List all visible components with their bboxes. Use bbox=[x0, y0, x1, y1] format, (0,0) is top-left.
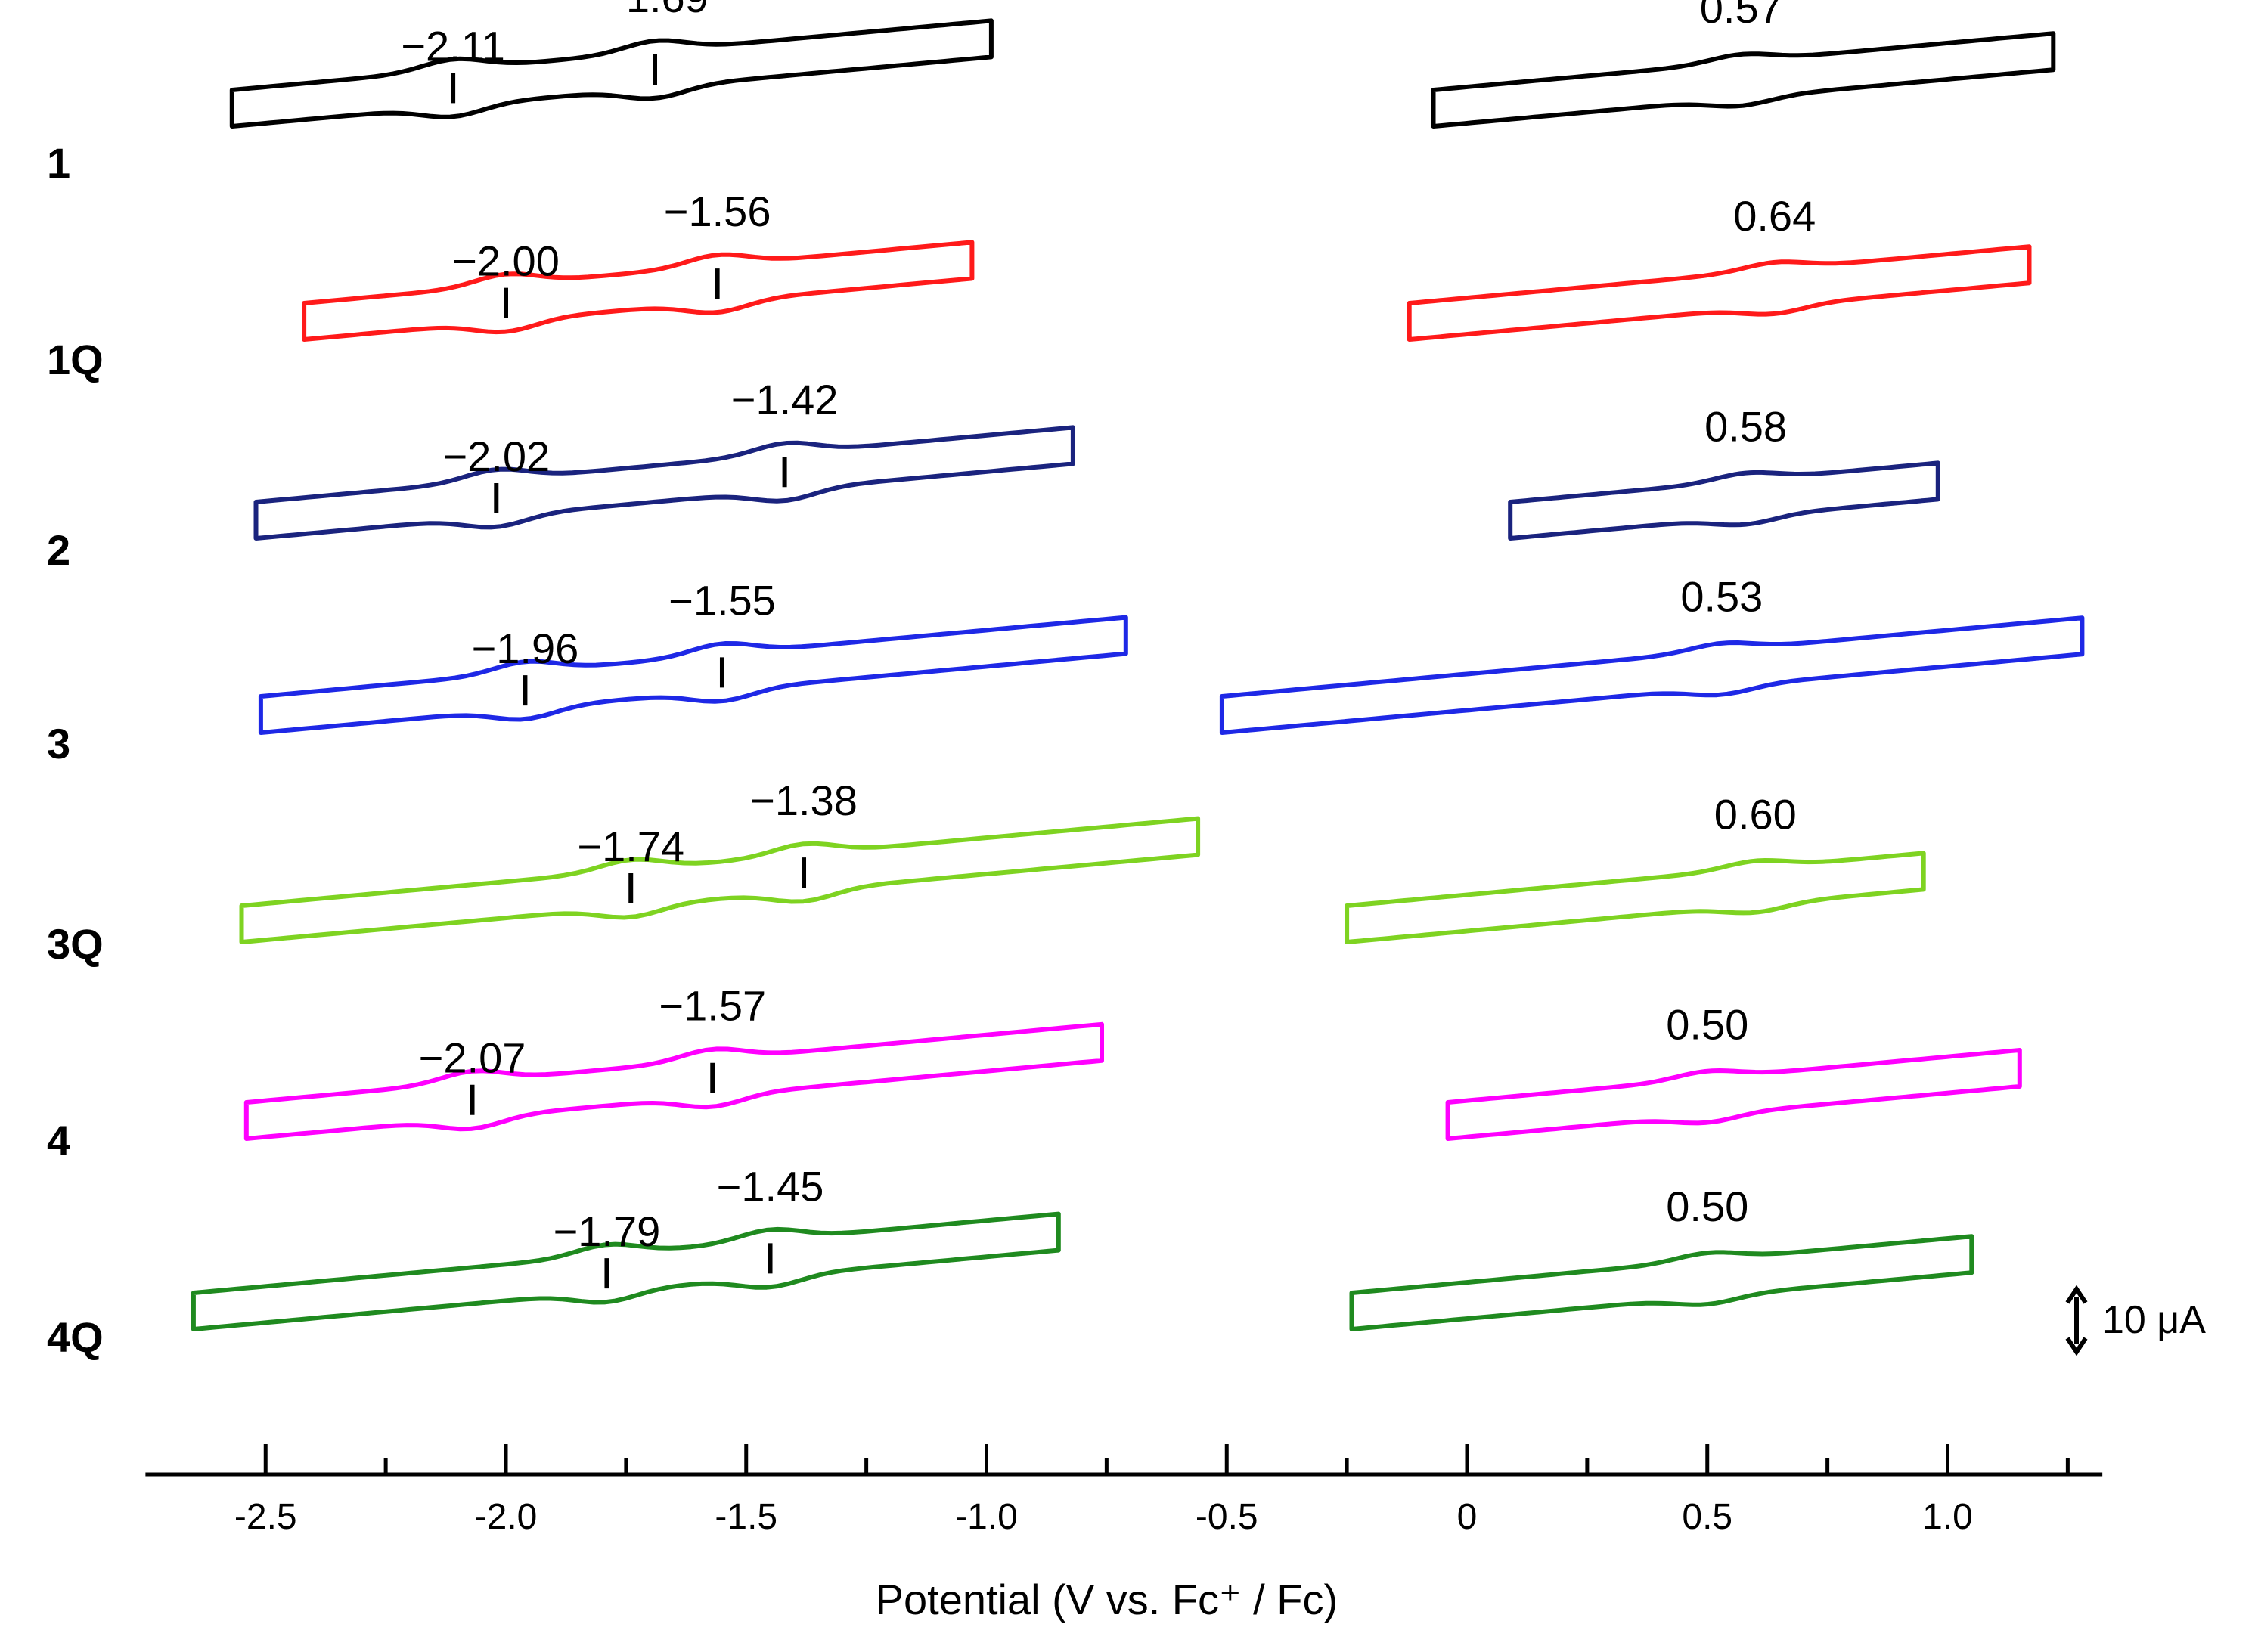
peak-label-4Q-red-2: −1.45 bbox=[717, 1162, 824, 1210]
cv-trace-2-red bbox=[253, 425, 1075, 541]
arrow-down-icon bbox=[2065, 1337, 2088, 1356]
peak-label-1Q-red-2: −1.56 bbox=[664, 188, 771, 235]
peak-label-4-red-1: −2.07 bbox=[419, 1034, 526, 1082]
x-axis: -2.5 -2.0 -1.5 -1.0 -0.5 0 0.5 1.0 bbox=[145, 1444, 2103, 1537]
arrow-up-icon bbox=[2065, 1285, 2088, 1304]
peak-label-1-red-2: −1.69 bbox=[601, 0, 709, 21]
x-tick-label: -1.5 bbox=[715, 1497, 777, 1537]
peak-label-1Q-ox-1: 0.64 bbox=[1733, 192, 1816, 240]
cv-trace-1Q-ox bbox=[1407, 244, 2032, 342]
x-axis-title: Potential (V vs. Fc⁺ / Fc) bbox=[876, 1576, 1338, 1623]
compound-label-2: 2 bbox=[47, 526, 70, 574]
cv-trace-1-ox bbox=[1431, 31, 2056, 129]
peak-label-2-ox-1: 0.58 bbox=[1704, 403, 1787, 451]
peak-label-2-red-1: −2.02 bbox=[442, 432, 550, 480]
compound-labels: 1 1Q 2 3 3Q 4 4Q bbox=[47, 139, 104, 1361]
peak-label-4-ox-1: 0.50 bbox=[1666, 1001, 1748, 1049]
peak-label-1Q-red-1: −2.00 bbox=[452, 237, 560, 285]
compound-label-4Q: 4Q bbox=[47, 1313, 104, 1361]
cv-trace-3Q-red bbox=[239, 816, 1201, 944]
compound-label-3: 3 bbox=[47, 720, 70, 767]
x-tick-label: -2.0 bbox=[475, 1497, 538, 1537]
peak-label-3-red-2: −1.55 bbox=[668, 576, 776, 624]
scale-bar: 10 μA bbox=[2065, 1285, 2206, 1356]
x-tick-label: -1.0 bbox=[955, 1497, 1018, 1537]
compound-label-3Q: 3Q bbox=[47, 920, 104, 968]
cv-trace-1-red bbox=[229, 18, 994, 129]
compound-label-1Q: 1Q bbox=[47, 336, 104, 383]
cv-trace-2-ox bbox=[1508, 460, 1940, 541]
compound-label-4: 4 bbox=[47, 1117, 70, 1164]
peak-label-4Q-ox-1: 0.50 bbox=[1666, 1182, 1748, 1230]
x-tick-label: -2.5 bbox=[234, 1497, 297, 1537]
scale-bar-label: 10 μA bbox=[2102, 1298, 2206, 1342]
peak-label-1-red-1: −2.11 bbox=[401, 22, 505, 70]
compound-label-1: 1 bbox=[47, 139, 70, 187]
peak-label-3Q-red-2: −1.38 bbox=[750, 776, 858, 824]
peak-labels: −2.11 −1.69 0.57 −2.00 −1.56 0.64 −2.02 −1.42 0.… bbox=[401, 0, 1816, 1255]
peak-label-4-red-2: −1.57 bbox=[659, 982, 766, 1030]
peak-label-3-ox-1: 0.53 bbox=[1680, 573, 1763, 621]
cv-traces bbox=[191, 18, 2085, 1331]
cv-trace-3-ox bbox=[1219, 615, 2085, 735]
peak-label-3Q-red-1: −1.74 bbox=[577, 823, 684, 870]
cv-trace-4-ox bbox=[1445, 1048, 2022, 1141]
peak-markers bbox=[451, 54, 807, 1289]
peak-label-2-red-2: −1.42 bbox=[731, 376, 839, 423]
x-tick-label: 0 bbox=[1457, 1497, 1478, 1537]
x-tick-label: 1.0 bbox=[1922, 1497, 1973, 1537]
x-tick-label: 0.5 bbox=[1682, 1497, 1732, 1537]
cv-trace-3-red bbox=[258, 615, 1128, 735]
cv-trace-3Q-ox bbox=[1345, 851, 1926, 944]
peak-label-1-ox-1: 0.57 bbox=[1700, 0, 1782, 32]
peak-label-4Q-red-1: −1.79 bbox=[554, 1207, 661, 1255]
cv-trace-4-red bbox=[243, 1021, 1104, 1141]
cv-trace-4Q-red bbox=[191, 1211, 1061, 1331]
peak-label-3-red-1: −1.96 bbox=[472, 625, 579, 672]
peak-label-3Q-ox-1: 0.60 bbox=[1714, 791, 1797, 838]
cv-trace-4Q-ox bbox=[1349, 1234, 1974, 1331]
x-tick-label: -0.5 bbox=[1196, 1497, 1258, 1537]
cv-trace-1Q-red bbox=[302, 240, 975, 342]
